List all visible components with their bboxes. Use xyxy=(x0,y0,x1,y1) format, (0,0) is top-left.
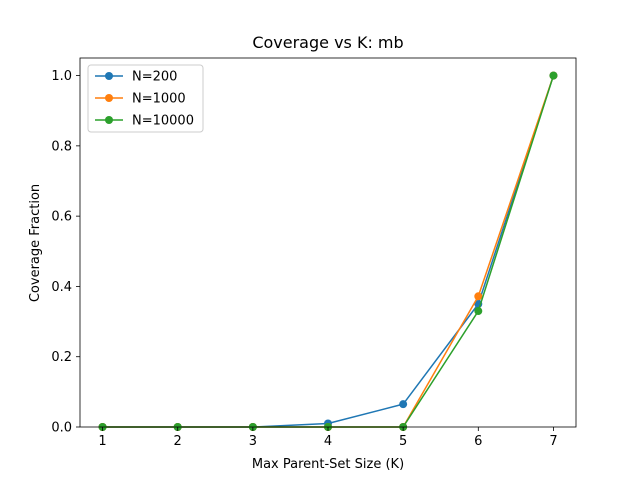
series-1-point-5 xyxy=(474,292,483,301)
x-tick-label: 4 xyxy=(324,434,332,449)
legend: N=200 N=1000 N=10000 xyxy=(87,64,204,133)
legend-label-0: N=200 xyxy=(132,70,177,85)
y-tick-label: 0.6 xyxy=(51,210,72,225)
x-tick-label: 7 xyxy=(549,434,557,449)
x-tick-label: 1 xyxy=(98,434,106,449)
series-0-point-4 xyxy=(399,400,408,409)
x-tick-label: 2 xyxy=(174,434,182,449)
series-2-point-6 xyxy=(549,71,558,80)
x-axis-label: Max Parent-Set Size (K) xyxy=(252,457,404,472)
series-2-point-5 xyxy=(474,307,483,316)
x-tick-label: 6 xyxy=(474,434,482,449)
y-tick-label: 1.0 xyxy=(51,69,72,84)
legend-label-2: N=10000 xyxy=(132,114,194,129)
plot-area: 1 2 3 4 5 6 7 0.0 0.2 0.4 0.6 0.8 1.0 xyxy=(51,57,577,449)
y-tick-label: 0.8 xyxy=(51,139,72,154)
y-tick-label: 0.0 xyxy=(51,421,72,436)
legend-box xyxy=(87,64,204,133)
x-tick-label: 3 xyxy=(249,434,257,449)
x-tick-label: 5 xyxy=(399,434,407,449)
y-tick-label: 0.4 xyxy=(51,280,72,295)
legend-label-1: N=1000 xyxy=(132,92,186,107)
y-axis-label: Coverage Fraction xyxy=(28,184,43,302)
chart-title: Coverage vs K: mb xyxy=(252,33,403,52)
legend-marker-1 xyxy=(105,94,113,102)
y-tick-label: 0.2 xyxy=(51,350,72,365)
legend-marker-2 xyxy=(105,116,113,124)
legend-marker-0 xyxy=(105,72,113,80)
